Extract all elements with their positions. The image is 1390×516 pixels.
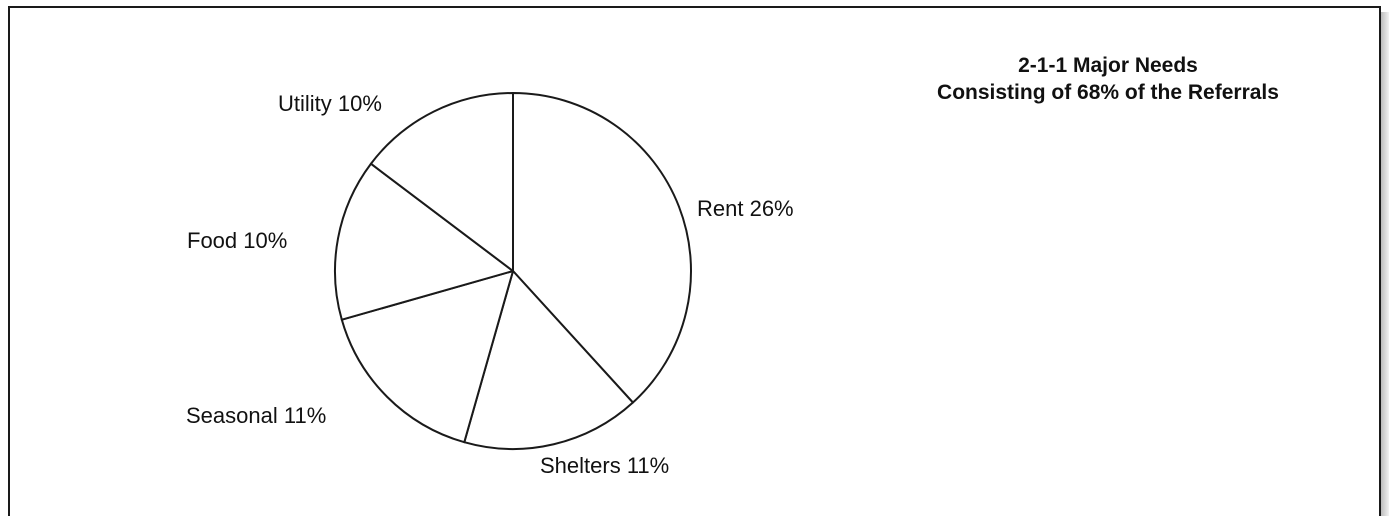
pie-label-seasonal: Seasonal 11% — [186, 403, 326, 428]
pie-slice-food — [334, 162, 514, 321]
frame-shadow — [1381, 12, 1389, 516]
pie-slice-utility — [369, 92, 514, 272]
chart-title: 2-1-1 Major Needs — [1018, 54, 1198, 77]
pie-label-rent: Rent 26% — [697, 196, 794, 221]
pie-slice-seasonal — [340, 270, 514, 444]
pie-label-utility: Utility 10% — [278, 91, 382, 116]
pie-label-food: Food 10% — [187, 228, 287, 253]
pie-label-shelters: Shelters 11% — [540, 453, 669, 478]
pie-slice-rent — [512, 92, 692, 404]
chart-subtitle: Consisting of 68% of the Referrals — [937, 81, 1279, 104]
pie-slice-shelters — [463, 270, 634, 450]
chart-frame — [8, 6, 1381, 516]
